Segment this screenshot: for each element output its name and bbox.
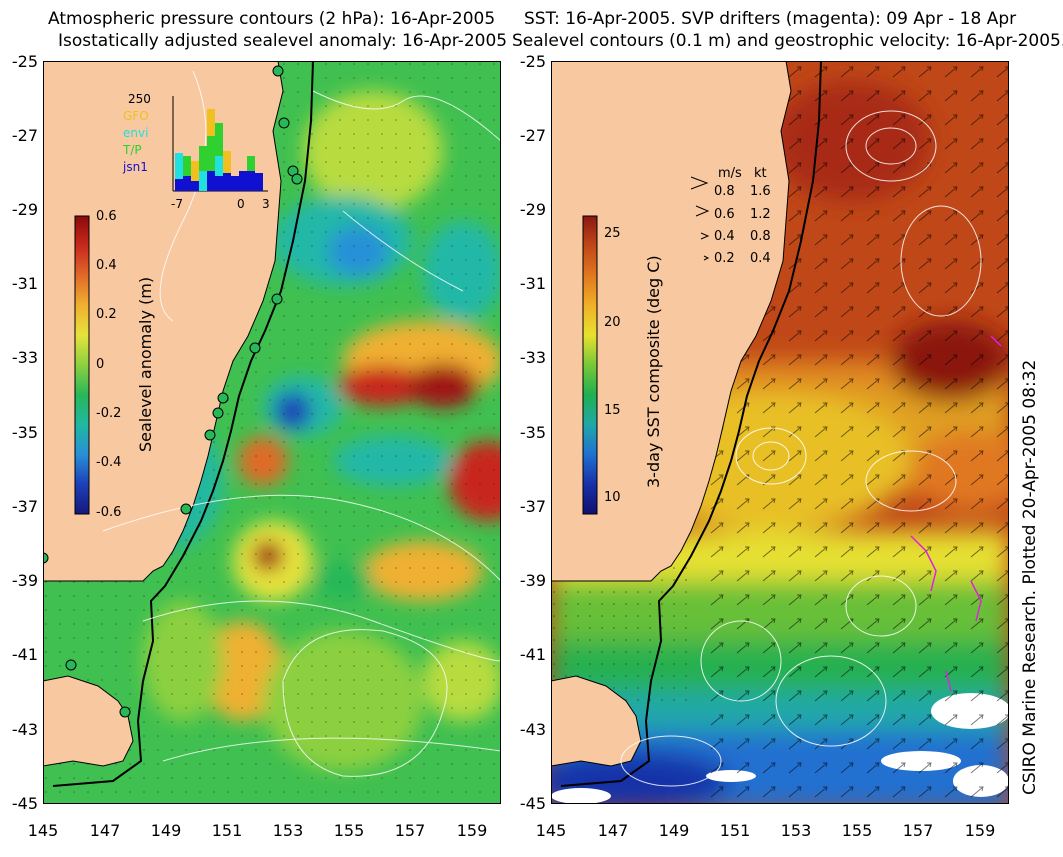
right-title-line2: Sealevel contours (0.1 m) and geostrophi… xyxy=(512,31,1063,51)
y-tick: -41 xyxy=(11,645,38,664)
colorbar-tick: 25 xyxy=(604,226,621,241)
left-colorbar xyxy=(74,215,90,515)
x-tick: 157 xyxy=(902,821,934,840)
left-map-sealevel xyxy=(43,61,501,804)
x-tick: 153 xyxy=(272,821,304,840)
left-title-line1: Atmospheric pressure contours (2 hPa): 1… xyxy=(48,9,496,29)
colorbar-tick: -0.6 xyxy=(96,505,122,520)
legend-jsn1: jsn1 xyxy=(123,160,148,174)
right-colorbar-title: 3-day SST composite (deg C) xyxy=(644,255,663,488)
x-tick: 145 xyxy=(535,821,567,840)
x-tick: 151 xyxy=(211,821,243,840)
left-title-line2: Isostatically adjusted sealevel anomaly:… xyxy=(58,31,508,51)
y-tick: -33 xyxy=(11,348,38,367)
x-tick: 151 xyxy=(719,821,751,840)
colorbar-tick: 0 xyxy=(96,357,105,372)
velocity-row-kt: 1.6 xyxy=(750,184,771,199)
histogram-legend: GFO envi T/P jsn1 xyxy=(123,108,149,176)
y-tick: -43 xyxy=(519,720,546,739)
velocity-row-ms: 0.4 xyxy=(714,229,735,244)
velocity-legend-arrows xyxy=(690,176,710,261)
legend-tp: T/P xyxy=(123,143,142,157)
legend-gfo: GFO xyxy=(123,109,149,123)
y-tick: -43 xyxy=(11,720,38,739)
y-tick: -25 xyxy=(519,52,546,71)
velocity-header-kt: kt xyxy=(754,166,767,181)
y-tick: -29 xyxy=(519,200,546,219)
x-tick: 149 xyxy=(658,821,690,840)
x-tick: 159 xyxy=(964,821,996,840)
right-map-sst xyxy=(551,61,1009,804)
y-tick: -25 xyxy=(11,52,38,71)
x-tick: 157 xyxy=(394,821,426,840)
x-tick: 159 xyxy=(456,821,488,840)
x-tick: 155 xyxy=(841,821,873,840)
y-tick: -39 xyxy=(519,571,546,590)
y-tick: -35 xyxy=(519,423,546,442)
histogram-max-label: 250 xyxy=(128,92,151,106)
x-tick: 149 xyxy=(150,821,182,840)
y-tick: -31 xyxy=(11,274,38,293)
y-tick: -41 xyxy=(519,645,546,664)
x-tick: 147 xyxy=(89,821,121,840)
y-tick: -33 xyxy=(519,348,546,367)
colorbar-tick: 0.2 xyxy=(96,307,117,322)
right-colorbar xyxy=(582,215,598,515)
colorbar-tick: 15 xyxy=(604,403,621,418)
y-tick: -27 xyxy=(519,126,546,145)
colorbar-tick: 0.4 xyxy=(96,258,117,273)
colorbar-tick: -0.2 xyxy=(96,406,122,421)
histogram-axis-label: 0 xyxy=(237,197,245,211)
x-tick: 145 xyxy=(27,821,59,840)
velocity-row-ms: 0.6 xyxy=(714,207,735,222)
y-tick: -37 xyxy=(11,497,38,516)
y-tick: -45 xyxy=(11,794,38,813)
velocity-row-ms: 0.2 xyxy=(714,251,735,266)
colorbar-tick: 20 xyxy=(604,315,621,330)
x-tick: 147 xyxy=(597,821,629,840)
altimeter-histogram xyxy=(172,96,268,192)
credit-text: CSIRO Marine Research. Plotted 20-Apr-20… xyxy=(1020,359,1040,795)
y-tick: -27 xyxy=(11,126,38,145)
velocity-row-kt: 1.2 xyxy=(750,207,771,222)
y-tick: -31 xyxy=(519,274,546,293)
y-tick: -45 xyxy=(519,794,546,813)
x-tick: 153 xyxy=(780,821,812,840)
colorbar-tick: -0.4 xyxy=(96,455,122,470)
left-colorbar-title: Sealevel anomaly (m) xyxy=(136,276,155,452)
colorbar-tick: 10 xyxy=(604,490,621,505)
y-tick: -29 xyxy=(11,200,38,219)
right-title-line1: SST: 16-Apr-2005. SVP drifters (magenta)… xyxy=(524,9,1017,29)
velocity-row-ms: 0.8 xyxy=(714,184,735,199)
legend-envi: envi xyxy=(123,126,149,140)
histogram-axis-label: -7 xyxy=(171,197,183,211)
y-tick: -35 xyxy=(11,423,38,442)
y-tick: -37 xyxy=(519,497,546,516)
velocity-row-kt: 0.4 xyxy=(750,251,771,266)
histogram-axis-label: 3 xyxy=(262,197,270,211)
velocity-row-kt: 0.8 xyxy=(750,229,771,244)
velocity-header-ms: m/s xyxy=(718,166,742,181)
colorbar-tick: 0.6 xyxy=(96,209,117,224)
x-tick: 155 xyxy=(333,821,365,840)
y-tick: -39 xyxy=(11,571,38,590)
